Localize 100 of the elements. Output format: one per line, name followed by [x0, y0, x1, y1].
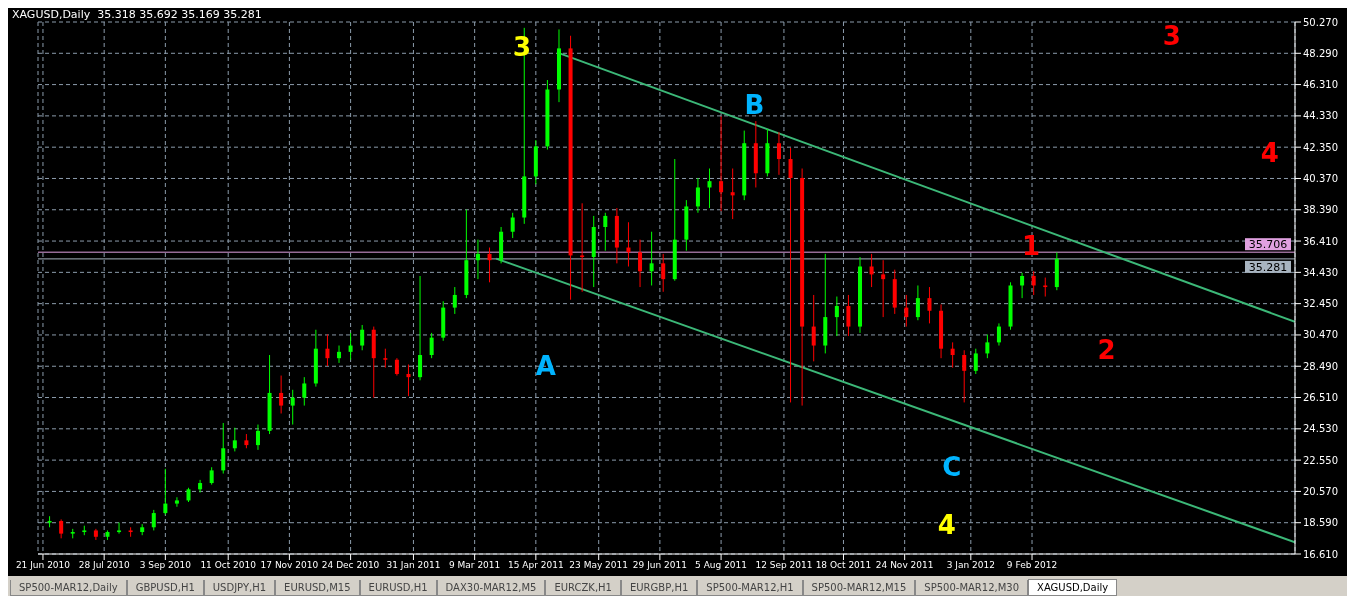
- text: SP500-MAR12,H1: [697, 580, 803, 596]
- candlestick: [730, 168, 735, 220]
- y-tick-label: 40.370: [1303, 173, 1338, 185]
- candlestick: [348, 332, 353, 361]
- x-tick-label: 5 Aug 2011: [695, 560, 748, 571]
- candlestick: [174, 496, 179, 508]
- x-tick-label: 31 Jan 2011: [386, 560, 441, 571]
- candlestick: [915, 284, 920, 321]
- text: DAX30-MAR12,M5: [436, 580, 546, 596]
- y-tick-label: 18.590: [1303, 517, 1338, 529]
- candlestick: [198, 479, 203, 494]
- annotation: C: [941, 451, 962, 482]
- y-tick-label: 34.430: [1303, 266, 1338, 278]
- y-tick-label: 30.470: [1303, 329, 1338, 341]
- candlestick: [429, 332, 434, 359]
- candlestick: [1020, 272, 1025, 299]
- candlestick: [117, 522, 122, 535]
- candlestick: [927, 286, 932, 324]
- candlestick: [788, 147, 793, 403]
- y-tick-label: 42.350: [1303, 141, 1338, 153]
- x-tick-label: 21 Jun 2010: [15, 560, 71, 571]
- candlestick: [255, 424, 260, 451]
- candlestick: [510, 212, 515, 239]
- y-tick-label: 20.570: [1303, 485, 1338, 497]
- x-tick-label: 24 Nov 2011: [875, 560, 934, 571]
- candlestick: [881, 259, 886, 318]
- candlestick: [962, 349, 967, 403]
- candlestick: [337, 345, 342, 364]
- candlestick: [1043, 277, 1048, 298]
- candlestick: [603, 212, 608, 252]
- candlestick: [406, 364, 411, 397]
- x-tick-label: 23 May 2011: [569, 560, 629, 571]
- candlestick: [661, 253, 666, 293]
- chart-title: XAGUSD,Daily 35.318 35.692 35.169 35.281: [12, 8, 262, 21]
- candlestick: [383, 348, 388, 369]
- candlestick: [487, 247, 492, 283]
- candlestick: [475, 239, 480, 280]
- candlestick: [580, 202, 585, 293]
- candlestick: [1031, 270, 1036, 296]
- candlestick: [649, 231, 654, 286]
- candlestick: [360, 324, 365, 351]
- x-tick-label: 29 Jun 2011: [632, 560, 687, 571]
- x-tick-label: 17 Nov 2010: [260, 560, 319, 571]
- candlestick: [707, 168, 712, 209]
- candlestick: [232, 427, 237, 452]
- y-tick-label: 48.290: [1303, 47, 1338, 59]
- candlestick: [950, 341, 955, 369]
- candlestick: [811, 294, 816, 362]
- annotation: 4: [936, 510, 957, 541]
- text: EURUSD,M15: [275, 580, 360, 596]
- x-tick-label: 28 Jul 2010: [78, 560, 130, 571]
- text: EURUSD,H1: [359, 580, 437, 596]
- x-tick-label: 9 Feb 2012: [1006, 560, 1058, 571]
- candlestick: [695, 177, 700, 214]
- annotation: A: [535, 350, 556, 381]
- candlestick: [59, 518, 64, 539]
- text: SP500-MAR12,M30: [915, 580, 1029, 596]
- candlestick: [719, 115, 724, 212]
- y-tick-label: 28.490: [1303, 360, 1338, 372]
- candlestick: [973, 348, 978, 375]
- candlestick: [904, 294, 909, 328]
- candlestick: [452, 286, 457, 315]
- annotation: 4: [1259, 138, 1280, 169]
- annotation: 3: [1161, 21, 1182, 51]
- candlestick: [163, 468, 168, 516]
- candlestick: [221, 422, 226, 475]
- text: XAGUSD,Daily: [1028, 579, 1118, 596]
- y-tick-label: 46.310: [1303, 79, 1338, 91]
- x-tick-label: 9 Mar 2011: [448, 560, 501, 571]
- text: EURGBP,H1: [620, 580, 698, 596]
- candlestick: [776, 131, 781, 176]
- x-tick-label: 12 Sep 2011: [755, 560, 813, 571]
- candlestick: [996, 322, 1001, 347]
- text: USDJPY,H1: [203, 580, 276, 596]
- text: SP500-MAR12,M15: [802, 580, 916, 596]
- candlestick: [418, 275, 423, 381]
- x-tick-label: 18 Oct 2011: [815, 560, 872, 571]
- candlestick: [325, 333, 330, 367]
- x-tick-label: 3 Sep 2010: [139, 560, 192, 571]
- x-tick-label: 3 Jan 2012: [946, 560, 995, 571]
- y-tick-label: 38.390: [1303, 204, 1338, 216]
- candlestick: [638, 239, 643, 288]
- y-tick-label: 36.410: [1303, 235, 1338, 247]
- annotation: B: [744, 90, 765, 121]
- ref-line-label: 35.281: [1248, 260, 1288, 274]
- y-tick-label: 26.510: [1303, 392, 1338, 404]
- text: SP500-MAR12,Daily: [10, 580, 127, 596]
- candlestick: [846, 294, 851, 337]
- ref-line-label: 35.706: [1248, 238, 1288, 252]
- candlestick: [834, 296, 839, 337]
- text: GBPUSD,H1: [126, 580, 204, 596]
- y-tick-label: 24.530: [1303, 423, 1338, 435]
- x-tick-label: 11 Oct 2010: [200, 560, 257, 571]
- y-tick-label: 16.610: [1303, 548, 1338, 560]
- x-tick-label: 15 Apr 2011: [508, 560, 564, 571]
- candlestick: [290, 389, 295, 426]
- candlestick: [279, 375, 284, 414]
- y-tick-label: 32.450: [1303, 298, 1338, 310]
- y-tick-label: 50.270: [1303, 16, 1338, 28]
- x-tick-label: 24 Dec 2010: [321, 560, 380, 571]
